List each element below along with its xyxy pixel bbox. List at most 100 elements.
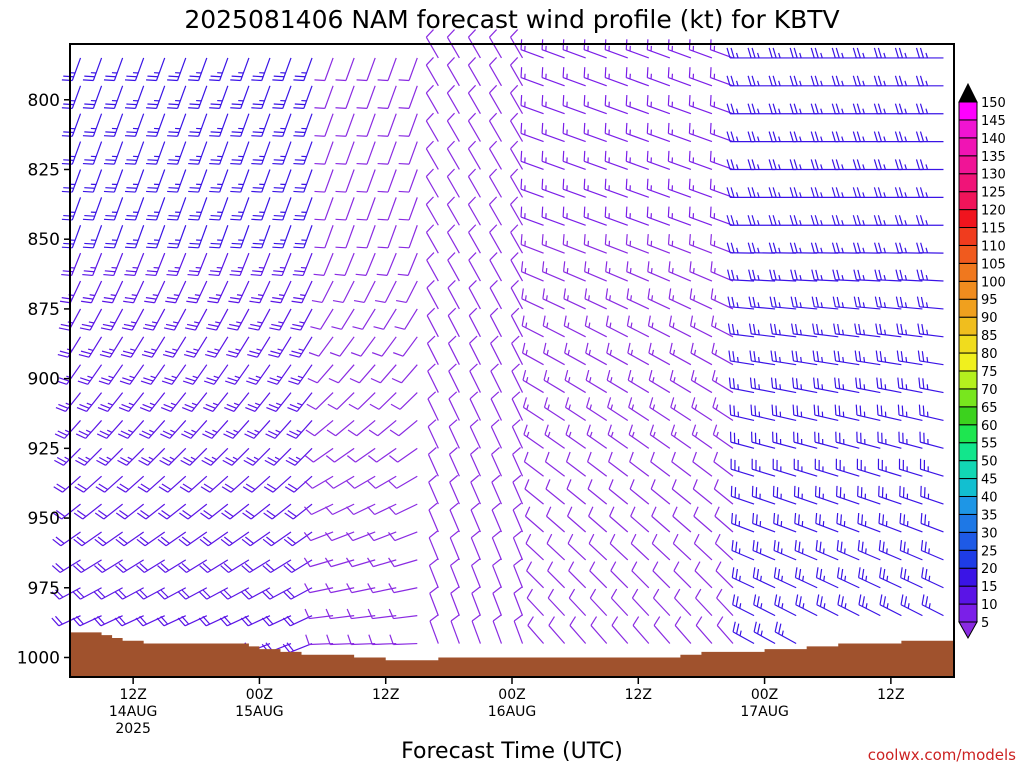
wind-barb [377, 85, 397, 109]
wind-barb [447, 335, 460, 365]
wind-barb [468, 224, 481, 254]
wind-barb [489, 307, 503, 338]
wind-barb [768, 75, 797, 87]
wind-barb [115, 503, 145, 520]
colorbar-swatch [958, 101, 978, 121]
wind-barb [209, 225, 229, 249]
colorbar-label: 85 [981, 329, 998, 344]
wind-barb [491, 530, 503, 561]
wind-barb [271, 252, 292, 277]
wind-barb [467, 29, 481, 59]
wind-barb [325, 583, 355, 594]
wind-barb [389, 419, 418, 437]
wind-barb [625, 206, 650, 226]
wind-barb [272, 57, 292, 82]
wind-barb [125, 141, 145, 165]
wind-barb [873, 215, 902, 226]
wind-barb [811, 296, 839, 310]
wind-barb [221, 503, 250, 520]
wind-barb [489, 252, 503, 282]
wind-barb [425, 140, 439, 170]
wind-barb [589, 561, 608, 589]
wind-barb [544, 424, 565, 449]
wind-barb [178, 559, 208, 573]
y-tick-label: 825 [28, 160, 60, 180]
wind-barb [115, 531, 145, 547]
wind-barb [789, 215, 818, 226]
wind-barb [710, 261, 734, 282]
wind-barb [689, 288, 713, 310]
wind-barb [915, 75, 944, 87]
wind-barb [747, 215, 776, 226]
wind-barb [251, 197, 271, 221]
wind-barb [814, 431, 839, 449]
wind-barb [94, 503, 123, 520]
ground-terrain [70, 632, 954, 677]
wind-barb [789, 103, 818, 115]
wind-barb [286, 420, 313, 439]
wind-barb [833, 323, 860, 338]
wind-barb [812, 323, 839, 338]
wind-barb [810, 242, 839, 254]
wind-barb [879, 567, 902, 589]
wind-barb [877, 431, 902, 449]
colorbar: 5 10 15 20 25 30 35 40 45 50 55 60 65 70 75 80 85 90 95 100… [958, 82, 1006, 640]
wind-barb [136, 531, 166, 547]
wind-barb [897, 404, 923, 422]
wind-barb [873, 187, 902, 198]
wind-barb [583, 67, 607, 87]
wind-barb [747, 131, 776, 143]
wind-barb [75, 420, 103, 439]
wind-barb [710, 288, 734, 310]
wind-barb [916, 242, 944, 254]
wind-barb [448, 391, 460, 421]
wind-barb [248, 308, 271, 331]
wind-barb [512, 530, 524, 561]
wind-barb [586, 397, 608, 421]
wind-barb [398, 225, 418, 249]
wind-barb [82, 225, 103, 249]
wind-barb [714, 533, 734, 561]
wind-barb [753, 594, 776, 617]
wind-barb [167, 169, 187, 193]
wind-barb [96, 420, 124, 439]
wind-barb [747, 47, 776, 59]
wind-barb [831, 103, 860, 115]
wind-barb [223, 420, 250, 439]
wind-barb [752, 540, 776, 561]
wind-barb [894, 159, 923, 171]
wind-barb [245, 392, 271, 412]
wind-barb [768, 215, 797, 226]
wind-barb [566, 479, 587, 505]
colorbar-swatch [958, 227, 978, 246]
wind-barb [918, 377, 944, 394]
wind-barb [588, 533, 608, 561]
wind-barb [207, 280, 229, 304]
wind-barb [356, 225, 376, 249]
wind-barb [96, 447, 124, 466]
wind-barb [398, 169, 418, 193]
colorbar-label: 40 [981, 490, 998, 505]
wind-barb [510, 279, 524, 310]
wind-barb [876, 404, 902, 422]
wind-barb [521, 342, 544, 366]
credit-text[interactable]: coolwx.com/models [868, 746, 1016, 764]
wind-barb [667, 95, 692, 115]
wind-barb [427, 419, 439, 449]
wind-barb [732, 621, 755, 645]
wind-barb [82, 57, 103, 82]
wind-barb [146, 225, 166, 249]
wind-barb [604, 95, 628, 115]
wind-barb [752, 567, 776, 589]
wind-barb [426, 279, 439, 310]
wind-barb [728, 377, 755, 394]
wind-barb [900, 594, 923, 617]
wind-barb [53, 475, 81, 493]
wind-barb [542, 315, 565, 338]
wind-barb [398, 57, 418, 82]
wind-barb [469, 419, 481, 449]
wind-barb [852, 215, 881, 226]
wind-barb [329, 336, 355, 357]
wind-barb [857, 540, 881, 561]
wind-barb [427, 447, 439, 477]
